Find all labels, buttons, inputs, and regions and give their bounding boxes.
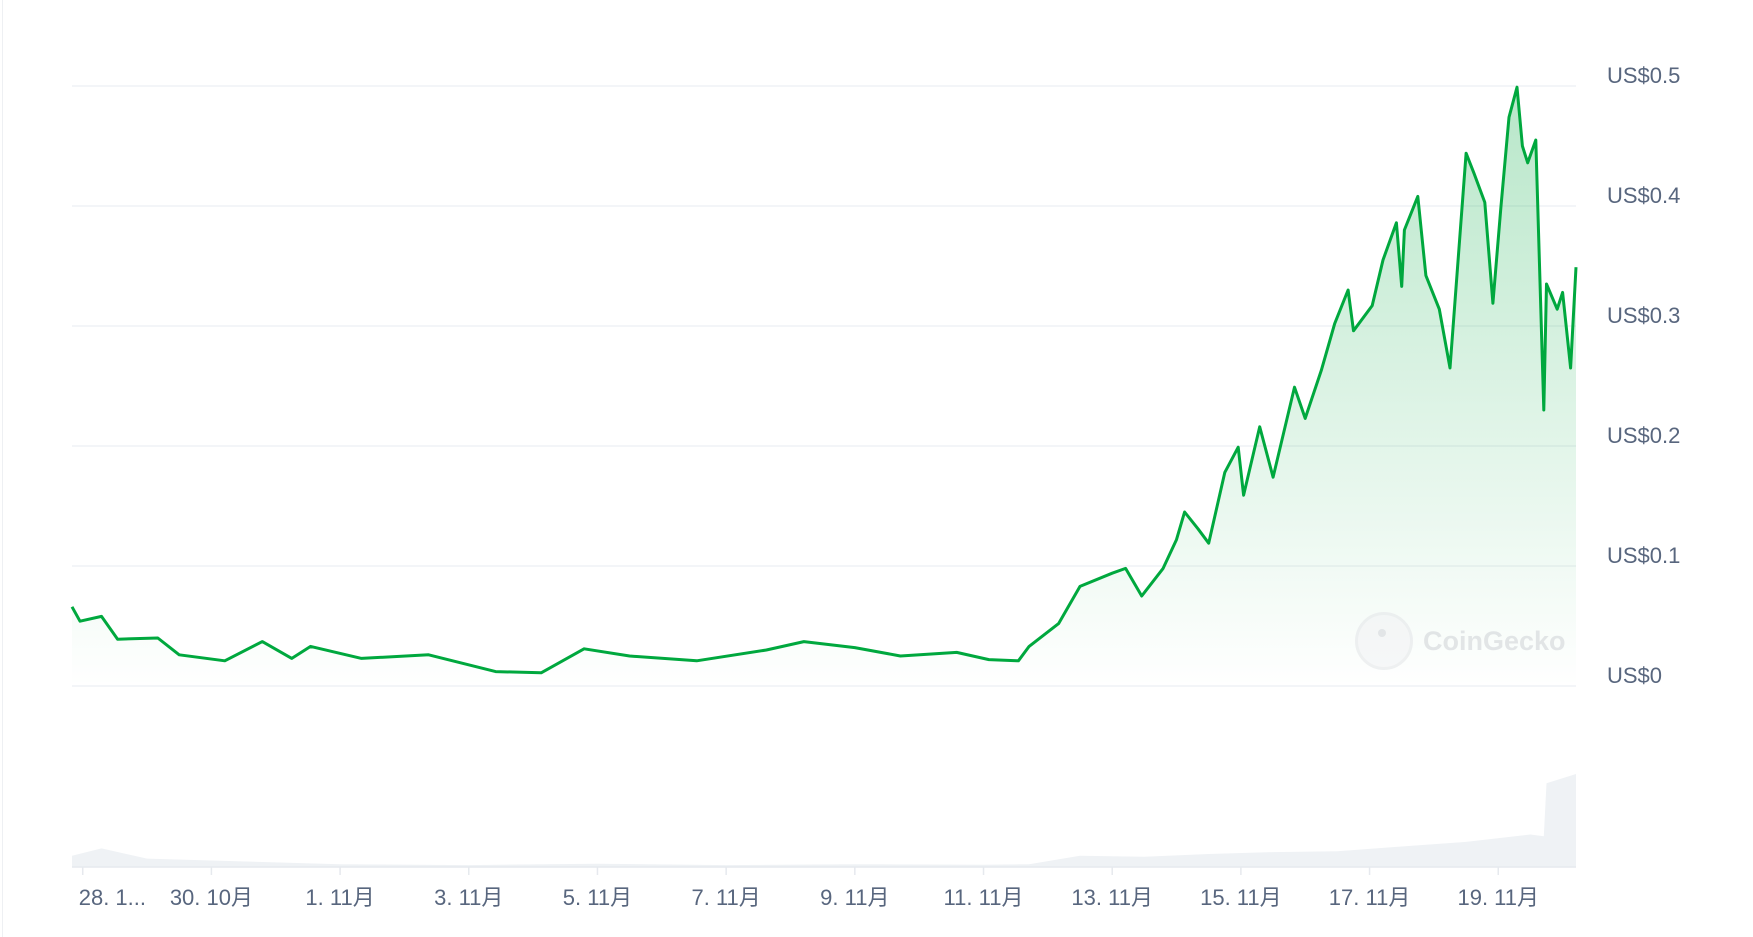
x-tick-label: 13. 11月: [1071, 885, 1153, 910]
x-tick-label: 19. 11月: [1457, 885, 1539, 910]
y-tick-label: US$0.4: [1607, 183, 1680, 208]
x-tick-label: 7. 11月: [691, 885, 760, 910]
coingecko-logo-icon: [1355, 612, 1413, 670]
x-tick-label: 15. 11月: [1200, 885, 1282, 910]
watermark-text: CoinGecko: [1423, 625, 1566, 656]
y-tick-label: US$0.2: [1607, 423, 1680, 448]
y-tick-label: US$0.3: [1607, 303, 1680, 328]
volume-area: [72, 774, 1576, 868]
x-axis: 28. 1... 30. 10月 1. 11月 3. 11月 5. 11月 7. 11月 9…: [79, 867, 1539, 910]
y-tick-label: US$0.1: [1607, 543, 1680, 568]
x-tick-label: 30. 10月: [170, 885, 253, 910]
y-axis: US$0 US$0.1 US$0.2 US$0.3 US$0.4 US$0.5: [1607, 63, 1680, 688]
x-tick-label: 28. 1...: [79, 885, 146, 910]
y-tick-label: US$0.5: [1607, 63, 1680, 88]
y-tick-label: US$0: [1607, 663, 1662, 688]
coingecko-watermark: CoinGecko: [1355, 612, 1566, 670]
x-tick-label: 9. 11月: [820, 885, 889, 910]
price-area: [70, 85, 1578, 686]
price-fill: [72, 87, 1576, 686]
x-tick-label: 3. 11月: [434, 885, 503, 910]
x-tick-label: 5. 11月: [563, 885, 632, 910]
volume-bars: [72, 774, 1576, 867]
x-tick-label: 1. 11月: [305, 885, 374, 910]
frame-border: [2, 0, 3, 937]
x-tick-label: 17. 11月: [1329, 885, 1411, 910]
x-tick-label: 11. 11月: [944, 885, 1024, 910]
